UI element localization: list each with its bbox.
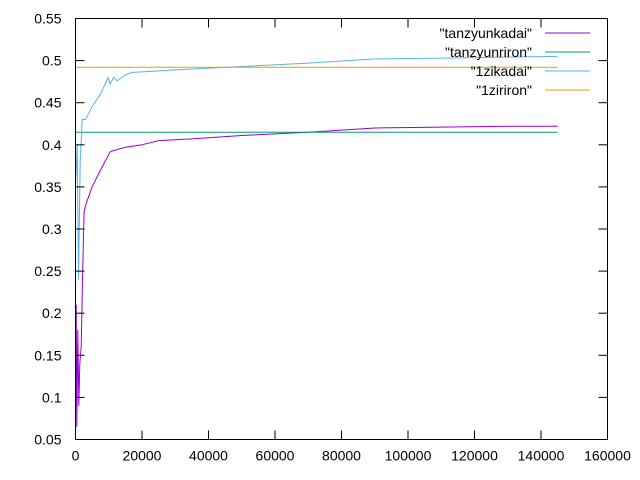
x-tick-label: 60000: [256, 448, 295, 464]
x-tick-label: 100000: [385, 448, 432, 464]
y-tick-label: 0.5: [42, 53, 62, 69]
x-tick-label: 0: [72, 448, 80, 464]
x-tick-label: 160000: [584, 448, 631, 464]
x-tick-label: 120000: [451, 448, 498, 464]
y-tick-label: 0.2: [42, 305, 62, 321]
y-tick-label: 0.45: [34, 95, 61, 111]
y-tick-label: 0.05: [34, 432, 61, 448]
x-tick-label: 40000: [189, 448, 228, 464]
x-axis: 0 20000 40000 60000 80000 100000 120000 140000 1…: [72, 18, 631, 464]
legend-label-1: "tanzyunriron": [445, 44, 532, 60]
legend-label-2: "1zikadai": [471, 63, 532, 79]
y-tick-label: 0.35: [34, 179, 61, 195]
legend-label-3: "1ziriron": [476, 82, 532, 98]
x-tick-label: 140000: [518, 448, 565, 464]
y-tick-label: 0.15: [34, 347, 61, 363]
y-tick-label: 0.1: [42, 389, 62, 405]
legend: "tanzyunkadai" "tanzyunriron" "1zikadai" "1…: [440, 25, 590, 98]
series-lines: [75, 55, 558, 427]
series-line-0: [75, 125, 558, 427]
y-tick-label: 0.25: [34, 263, 61, 279]
y-axis: 0.05 0.1 0.15 0.2 0.25 0.3 0.35 0.4 0.45 0.5 0.55: [34, 11, 608, 448]
legend-label-0: "tanzyunkadai": [440, 25, 532, 41]
x-tick-label: 20000: [123, 448, 162, 464]
y-tick-label: 0.55: [34, 11, 61, 27]
y-tick-label: 0.4: [42, 137, 62, 153]
y-tick-label: 0.3: [42, 221, 62, 237]
x-tick-label: 80000: [322, 448, 361, 464]
series-line-2: [75, 55, 558, 280]
